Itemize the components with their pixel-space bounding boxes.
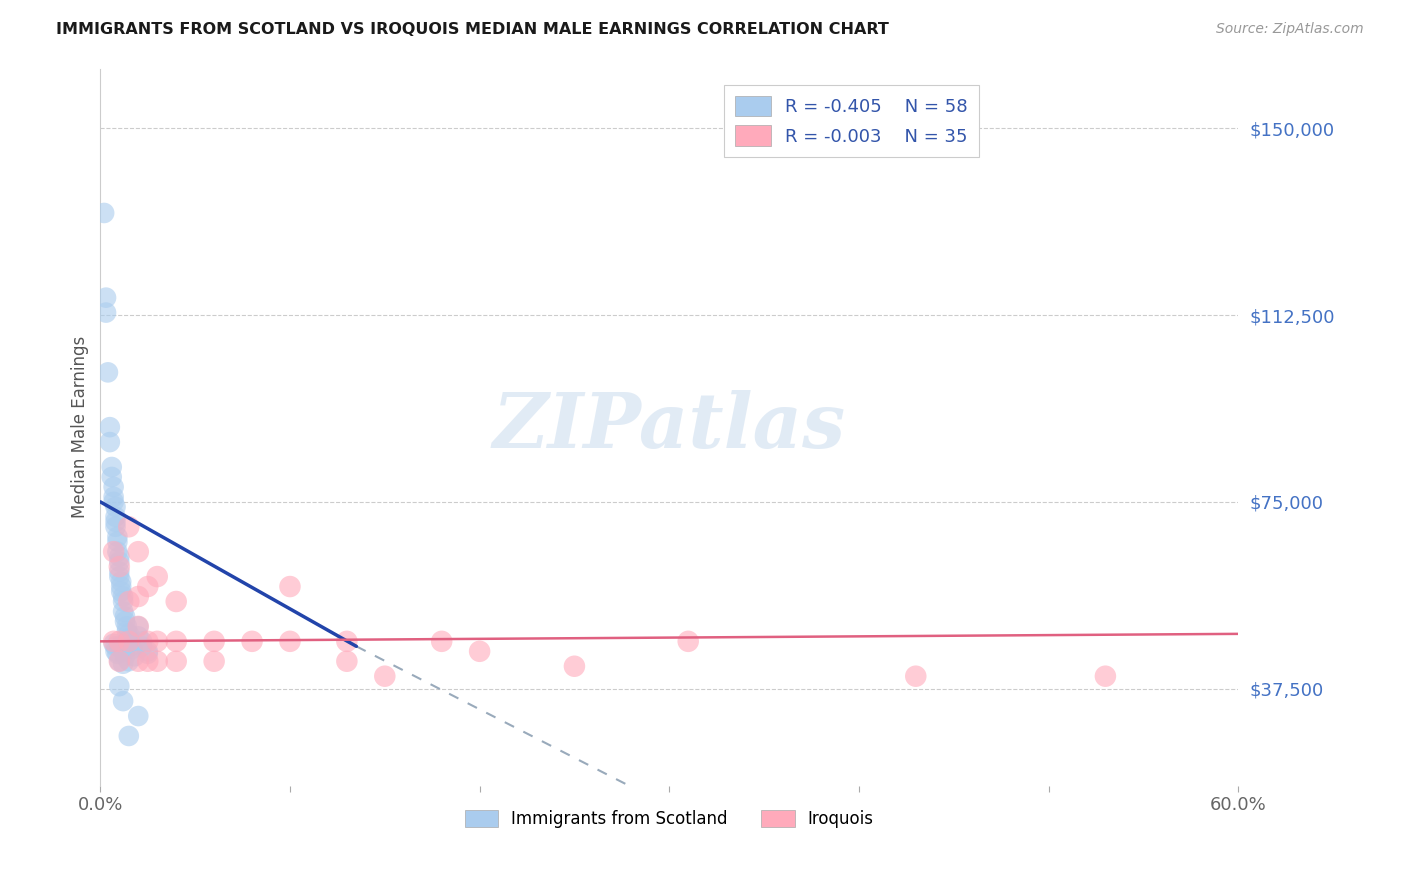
Point [115,619,138,633]
Point [107,534,129,549]
Point [107,530,129,544]
Point [278,634,301,648]
Point [121,641,143,656]
Point [146,654,169,668]
Point [336,654,359,668]
Point [114,649,136,664]
Point [127,629,149,643]
Point [108,679,131,693]
Point [131,640,153,654]
Point [676,634,699,648]
Point [120,640,142,654]
Legend: Immigrants from Scotland, Iroquois: Immigrants from Scotland, Iroquois [458,804,880,835]
Point [112,590,135,604]
Point [97,365,120,379]
Point [98,420,121,434]
Point [118,594,141,608]
Y-axis label: Median Male Earnings: Median Male Earnings [72,336,89,518]
Point [100,470,122,484]
Point [136,580,159,594]
Point [110,580,132,594]
Point [94,305,117,319]
Point [100,460,122,475]
Point [202,654,225,668]
Point [112,594,135,608]
Point [165,634,187,648]
Point [108,640,131,654]
Text: Source: ZipAtlas.com: Source: ZipAtlas.com [1216,22,1364,37]
Point [114,609,136,624]
Point [165,654,187,668]
Point [131,634,153,648]
Point [430,634,453,648]
Point [127,619,149,633]
Point [93,206,115,220]
Point [374,669,396,683]
Point [336,634,359,648]
Point [108,565,131,579]
Point [202,634,225,648]
Point [127,619,149,633]
Point [118,632,141,646]
Point [564,659,586,673]
Point [108,654,131,668]
Point [136,654,159,668]
Point [136,647,159,661]
Point [103,637,125,651]
Point [94,291,117,305]
Text: ZIPatlas: ZIPatlas [492,390,846,464]
Point [118,729,141,743]
Point [104,509,127,524]
Point [118,654,141,668]
Point [240,634,263,648]
Point [112,604,135,618]
Point [118,627,141,641]
Point [136,644,159,658]
Point [127,654,149,668]
Point [110,574,132,589]
Point [103,544,125,558]
Point [108,549,131,564]
Point [118,520,141,534]
Point [107,544,129,558]
Point [110,641,132,656]
Point [112,694,135,708]
Point [124,649,146,664]
Point [108,569,131,583]
Point [112,657,135,671]
Point [904,669,927,683]
Point [468,644,491,658]
Text: IMMIGRANTS FROM SCOTLAND VS IROQUOIS MEDIAN MALE EARNINGS CORRELATION CHART: IMMIGRANTS FROM SCOTLAND VS IROQUOIS MED… [56,22,889,37]
Point [107,647,129,661]
Point [115,624,138,639]
Point [104,644,127,658]
Point [1094,669,1116,683]
Point [104,520,127,534]
Point [114,615,136,629]
Point [98,435,121,450]
Point [108,559,131,574]
Point [278,580,301,594]
Point [136,634,159,648]
Point [103,495,125,509]
Point [165,594,187,608]
Point [103,490,125,504]
Point [103,480,125,494]
Point [108,555,131,569]
Point [103,634,125,648]
Point [127,590,149,604]
Point [108,654,131,668]
Point [104,640,127,654]
Point [118,634,141,648]
Point [104,515,127,529]
Point [146,634,169,648]
Point [104,500,127,514]
Point [146,569,169,583]
Point [127,709,149,723]
Point [110,584,132,599]
Point [120,634,142,648]
Point [127,544,149,558]
Point [108,634,131,648]
